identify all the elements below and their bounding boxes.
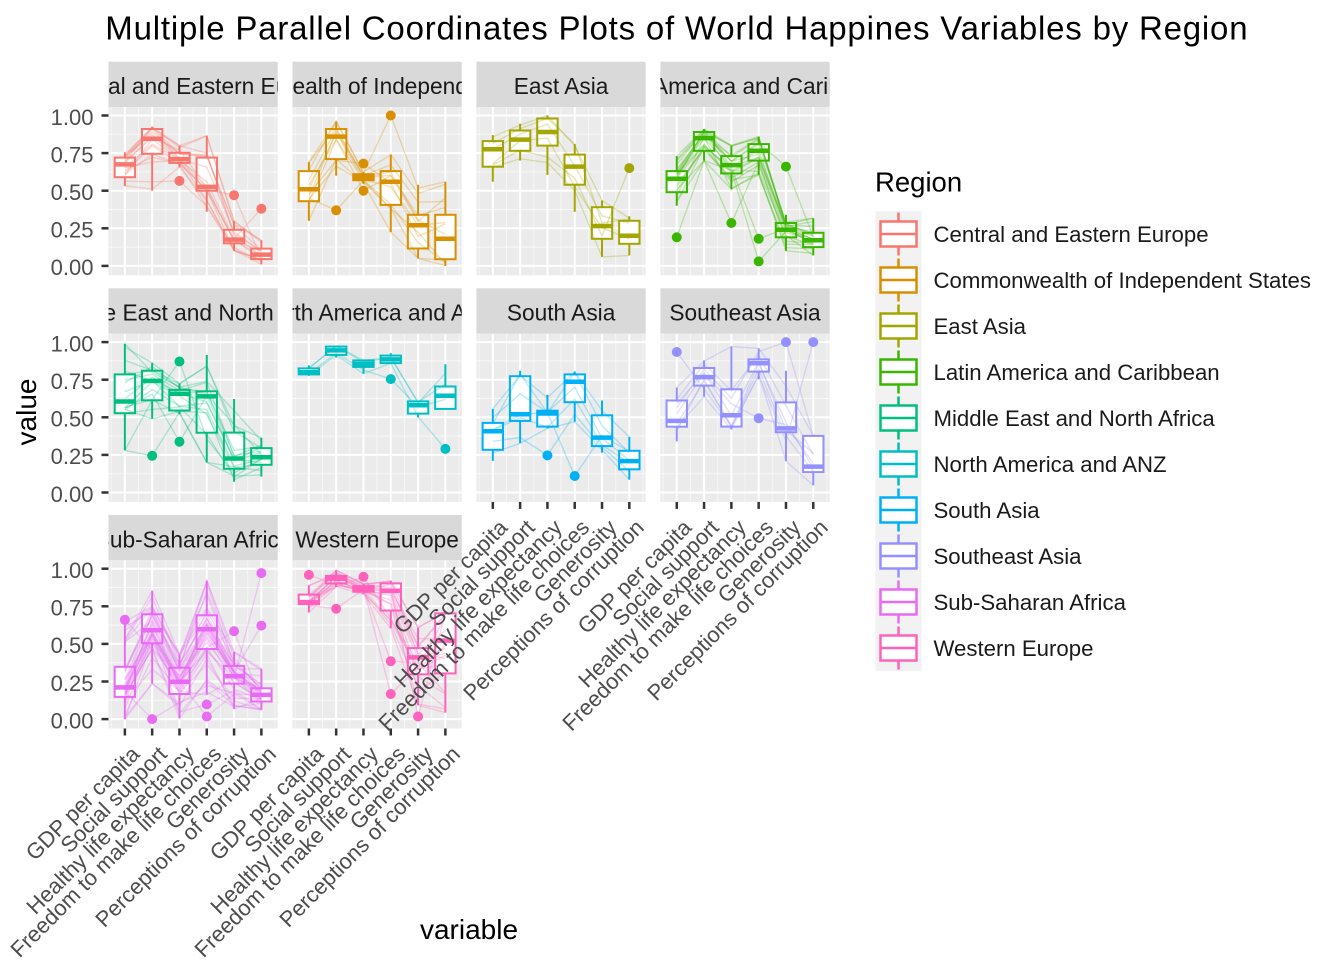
svg-text:0.75: 0.75 bbox=[51, 596, 94, 621]
svg-text:0.50: 0.50 bbox=[51, 180, 94, 205]
svg-text:Latin America and Caribbean: Latin America and Caribbean bbox=[599, 73, 892, 99]
svg-text:Central and Eastern Europe: Central and Eastern Europe bbox=[934, 222, 1209, 247]
svg-text:North America and ANZ: North America and ANZ bbox=[934, 452, 1167, 477]
svg-text:South Asia: South Asia bbox=[934, 498, 1041, 523]
svg-text:Central and Eastern Europe: Central and Eastern Europe bbox=[52, 73, 333, 99]
svg-text:1.00: 1.00 bbox=[51, 558, 94, 583]
svg-text:0.00: 0.00 bbox=[51, 708, 94, 733]
svg-text:North America and ANZ: North America and ANZ bbox=[258, 300, 496, 326]
svg-text:0.75: 0.75 bbox=[51, 369, 94, 394]
svg-text:Region: Region bbox=[875, 166, 962, 197]
svg-text:South Asia: South Asia bbox=[507, 300, 616, 326]
svg-text:Southeast Asia: Southeast Asia bbox=[934, 544, 1083, 569]
svg-text:0.50: 0.50 bbox=[51, 407, 94, 432]
svg-text:0.00: 0.00 bbox=[51, 482, 94, 507]
svg-text:Middle East and North Africa: Middle East and North Africa bbox=[934, 406, 1216, 431]
svg-text:0.25: 0.25 bbox=[51, 444, 94, 469]
svg-text:Commonwealth of Independent St: Commonwealth of Independent States bbox=[934, 268, 1311, 293]
svg-text:East Asia: East Asia bbox=[934, 314, 1027, 339]
svg-text:Middle East and North Africa: Middle East and North Africa bbox=[49, 300, 337, 326]
svg-text:Latin America and Caribbean: Latin America and Caribbean bbox=[934, 360, 1220, 385]
svg-text:1.00: 1.00 bbox=[51, 331, 94, 356]
svg-text:0.25: 0.25 bbox=[51, 218, 94, 243]
svg-text:Sub-Saharan Africa: Sub-Saharan Africa bbox=[95, 526, 292, 552]
svg-text:Sub-Saharan Africa: Sub-Saharan Africa bbox=[934, 590, 1127, 615]
svg-text:value: value bbox=[11, 379, 42, 446]
svg-text:East Asia: East Asia bbox=[514, 73, 609, 99]
svg-text:Southeast Asia: Southeast Asia bbox=[669, 300, 821, 326]
svg-text:Western Europe: Western Europe bbox=[295, 526, 459, 552]
svg-text:0.00: 0.00 bbox=[51, 255, 94, 280]
svg-text:0.75: 0.75 bbox=[51, 142, 94, 167]
svg-text:variable: variable bbox=[420, 914, 518, 945]
svg-text:1.00: 1.00 bbox=[51, 105, 94, 130]
svg-text:0.25: 0.25 bbox=[51, 671, 94, 696]
svg-text:Multiple Parallel Coordinates: Multiple Parallel Coordinates Plots of W… bbox=[105, 10, 1248, 47]
svg-text:0.50: 0.50 bbox=[51, 633, 94, 658]
svg-text:Western Europe: Western Europe bbox=[934, 636, 1094, 661]
svg-text:Commonwealth of Independent St: Commonwealth of Independent States bbox=[184, 73, 570, 99]
